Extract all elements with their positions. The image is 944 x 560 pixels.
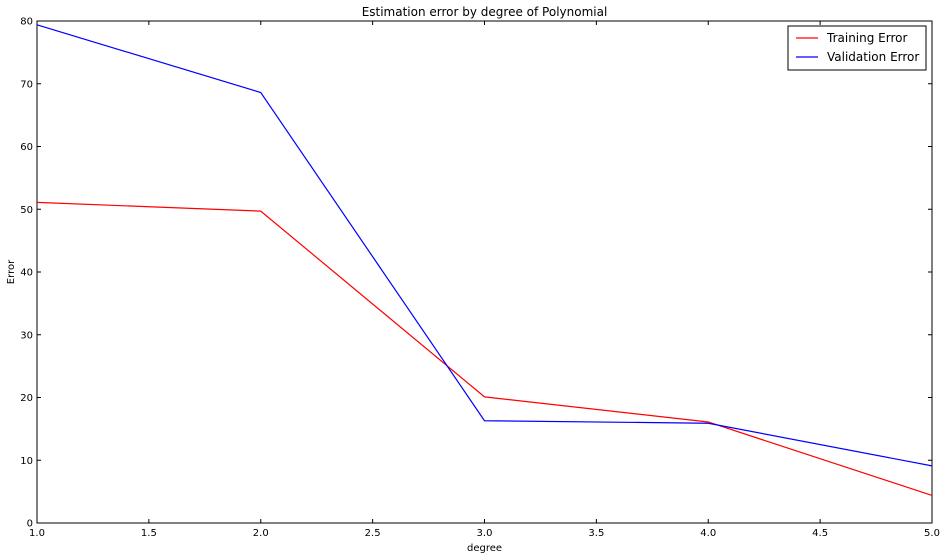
x-axis-label: degree bbox=[467, 543, 502, 554]
legend: Training Error Validation Error bbox=[787, 25, 927, 71]
x-tick-label: 2.0 bbox=[253, 528, 269, 539]
series-line-validation-error bbox=[36, 24, 933, 467]
plot-area bbox=[36, 20, 933, 524]
y-tick-label: 10 bbox=[20, 456, 33, 467]
legend-label-training-error: Training Error bbox=[826, 31, 907, 45]
x-axis-ticks: 1.0 1.5 2.0 2.5 3.0 3.5 4.0 4.5 5.0 bbox=[29, 21, 940, 539]
x-tick-label: 1.0 bbox=[29, 528, 45, 539]
x-tick-label: 2.5 bbox=[365, 528, 381, 539]
x-tick-label: 4.0 bbox=[700, 528, 716, 539]
y-tick-label: 60 bbox=[20, 142, 33, 153]
legend-box bbox=[787, 25, 927, 71]
series-lines bbox=[36, 24, 933, 496]
x-tick-label: 3.5 bbox=[588, 528, 604, 539]
legend-label-validation-error: Validation Error bbox=[827, 50, 919, 64]
x-tick-label: 4.5 bbox=[812, 528, 828, 539]
x-tick-label: 5.0 bbox=[924, 528, 940, 539]
y-tick-label: 20 bbox=[20, 393, 33, 404]
y-tick-label: 0 bbox=[27, 519, 33, 530]
x-tick-label: 3.0 bbox=[477, 528, 493, 539]
y-tick-label: 40 bbox=[20, 268, 33, 279]
y-tick-label: 70 bbox=[20, 79, 33, 90]
plot-frame bbox=[36, 20, 933, 524]
x-tick-label: 1.5 bbox=[141, 528, 157, 539]
chart-title: Estimation error by degree of Polynomial bbox=[362, 5, 608, 19]
y-tick-label: 50 bbox=[20, 205, 33, 216]
y-axis-label: Error bbox=[6, 259, 17, 284]
y-tick-label: 80 bbox=[20, 17, 33, 28]
y-axis-ticks: 0 10 20 30 40 50 60 70 80 bbox=[20, 17, 932, 530]
y-tick-label: 30 bbox=[20, 330, 33, 341]
series-line-training-error bbox=[36, 201, 933, 496]
